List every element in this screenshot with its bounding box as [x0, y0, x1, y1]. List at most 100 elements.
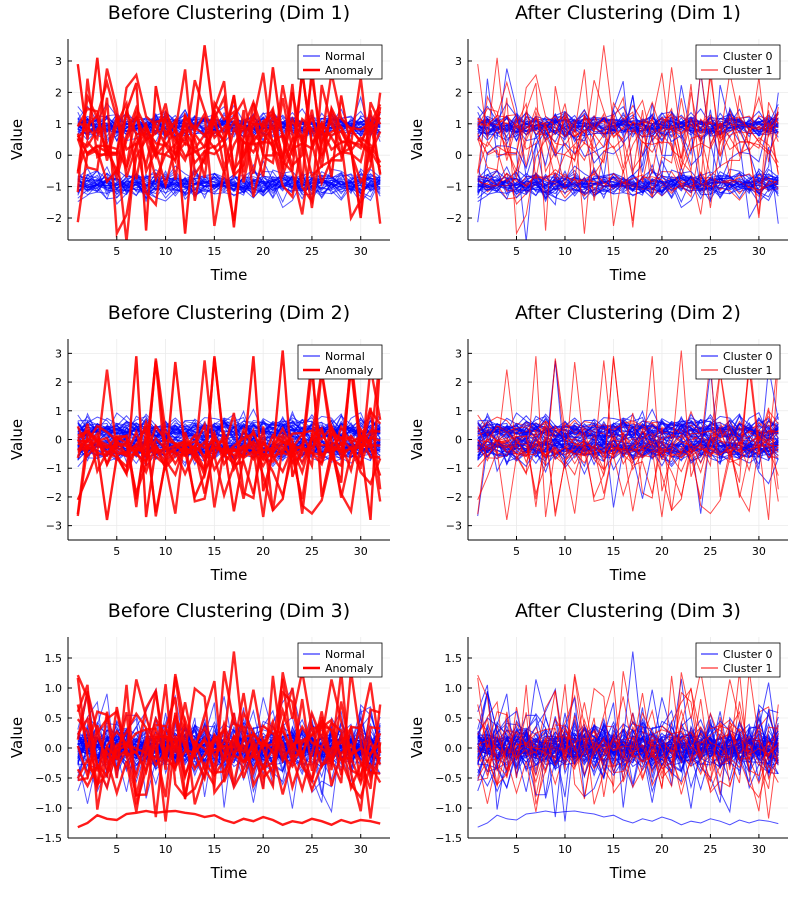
panel-dim3-after: 5 10 15 20 25 30 −1.5 −1.0 −0.5 0.0 0.5 1.0 1.5 After…	[408, 600, 788, 882]
x-tick-label: 15	[207, 245, 221, 258]
series-cluster1-line	[477, 675, 779, 812]
y-tick-label: 3	[455, 55, 462, 68]
legend-label: Anomaly	[325, 364, 374, 377]
legend-label: Normal	[325, 50, 365, 63]
x-tick-label: 15	[606, 245, 620, 258]
y-tick-label: 1	[455, 118, 462, 131]
series-cluster0-line	[477, 360, 779, 499]
x-tick-label: 25	[703, 245, 717, 258]
series-cluster1-line	[477, 101, 779, 226]
x-tick-label: 20	[256, 843, 270, 856]
y-tick-label: 3	[55, 347, 62, 360]
series-anomaly-line	[77, 77, 382, 209]
series-cluster0-line	[477, 703, 779, 794]
x-tick-label: 25	[703, 843, 717, 856]
y-tick-label: −2	[46, 491, 62, 504]
legend-label: Cluster 1	[723, 64, 773, 77]
series-cluster1-line	[477, 45, 779, 234]
x-tick-label: 15	[606, 545, 620, 558]
y-tick-label: −2	[446, 212, 462, 225]
x-tick-label: 25	[703, 545, 717, 558]
series-cluster1-line	[477, 350, 779, 520]
plot-area	[76, 651, 382, 829]
x-tick-label: 20	[655, 545, 669, 558]
y-tick-label: 2	[455, 86, 462, 99]
series-cluster0-line	[477, 810, 779, 828]
chart-title: After Clustering (Dim 3)	[515, 600, 741, 622]
legend-box	[695, 44, 781, 80]
series-cluster0-line	[477, 173, 779, 200]
legend-label: Cluster 1	[723, 662, 773, 675]
y-tick-label: −0.5	[435, 772, 462, 785]
legend-label: Anomaly	[325, 64, 374, 77]
series-cluster0-line	[477, 420, 779, 458]
y-tick-label: −0.5	[35, 772, 62, 785]
x-tick-label: 5	[113, 245, 120, 258]
y-tick-label: −1	[446, 462, 462, 475]
x-tick-label: 10	[558, 245, 572, 258]
x-axis-label: Time	[210, 266, 248, 284]
x-tick-label: 30	[354, 843, 368, 856]
y-tick-label: −1.5	[35, 832, 62, 845]
x-tick-label: 30	[752, 843, 766, 856]
legend-label: Cluster 0	[723, 50, 773, 63]
panel-dim2-before: 5 10 15 20 25 30 −3 −2 −1 0 1 2 3 Before Clustering (…	[8, 302, 390, 584]
series-cluster1-line	[477, 693, 779, 805]
x-tick-label: 10	[159, 545, 173, 558]
series-anomaly-line	[76, 72, 382, 202]
legend-box	[695, 642, 781, 678]
plot-area	[477, 651, 779, 828]
x-tick-label: 5	[513, 545, 520, 558]
y-tick-label: 1	[55, 405, 62, 418]
y-tick-label: 0	[55, 434, 62, 447]
legend-label: Normal	[325, 350, 365, 363]
x-tick-label: 5	[513, 843, 520, 856]
x-tick-label: 15	[207, 843, 221, 856]
y-tick-label: −2	[46, 212, 62, 225]
x-tick-label: 30	[354, 245, 368, 258]
y-tick-label: 1.0	[45, 682, 63, 695]
y-tick-label: −3	[446, 520, 462, 533]
x-tick-label: 15	[207, 545, 221, 558]
series-cluster1-line	[477, 98, 779, 198]
x-tick-label: 10	[159, 245, 173, 258]
y-tick-label: 1.5	[445, 652, 463, 665]
y-tick-label: −2	[446, 491, 462, 504]
series-cluster1-line	[477, 77, 779, 208]
y-tick-label: 0.0	[45, 742, 63, 755]
y-tick-label: 1	[455, 405, 462, 418]
series-anomaly-line	[76, 92, 382, 223]
x-tick-label: 20	[256, 545, 270, 558]
x-tick-label: 5	[113, 843, 120, 856]
legend-label: Cluster 0	[723, 648, 773, 661]
x-tick-label: 10	[558, 545, 572, 558]
y-tick-label: 0.5	[45, 712, 63, 725]
y-tick-label: −1	[46, 181, 62, 194]
legend-box	[297, 642, 383, 678]
panel-dim1-after: 5 10 15 20 25 30 −2 −1 0 1 2 3 After Clustering (Dim…	[408, 2, 788, 284]
x-tick-label: 5	[513, 245, 520, 258]
x-tick-label: 10	[558, 843, 572, 856]
y-tick-label: 0.5	[445, 712, 463, 725]
series-cluster1-line	[477, 72, 779, 236]
y-axis-label: Value	[8, 717, 26, 758]
y-tick-label: −3	[46, 520, 62, 533]
series-cluster0-line	[477, 92, 779, 223]
x-tick-label: 15	[606, 843, 620, 856]
x-tick-label: 25	[305, 545, 319, 558]
legend-label: Cluster 1	[723, 364, 773, 377]
y-tick-label: 0	[55, 149, 62, 162]
series-anomaly-line	[76, 676, 382, 788]
y-tick-label: 3	[55, 55, 62, 68]
y-axis-label: Value	[8, 119, 26, 160]
y-axis-label: Value	[408, 119, 426, 160]
legend-label: Normal	[325, 648, 365, 661]
series-anomaly-line	[76, 72, 382, 238]
series-cluster1-line	[477, 73, 779, 201]
y-tick-label: −1	[446, 181, 462, 194]
